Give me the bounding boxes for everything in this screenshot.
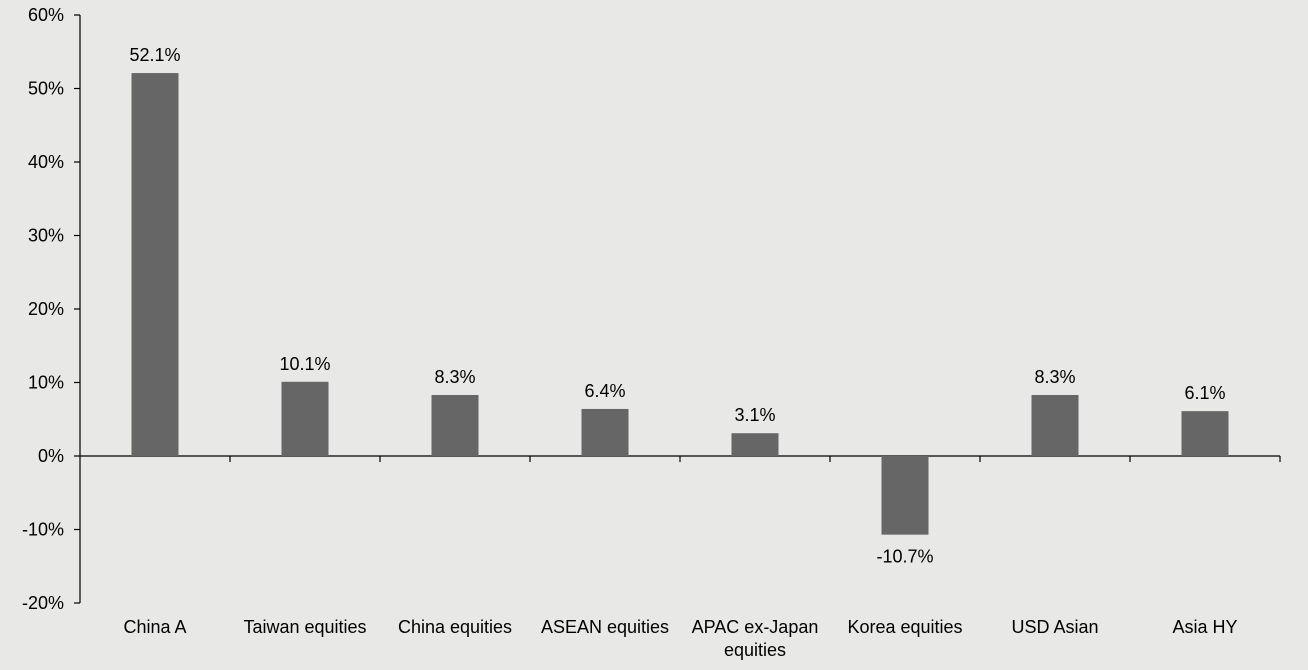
bar [131,73,179,456]
y-tick-label: 60% [28,5,64,25]
y-tick-label: 30% [28,226,64,246]
data-label: 6.1% [1184,383,1225,403]
x-category-label: APAC ex-Japan equities [692,617,819,660]
y-tick-label: 50% [28,79,64,99]
data-label: 8.3% [1034,367,1075,387]
bar [581,408,629,456]
x-axis: China A Taiwan equities China equities ASEA… [80,455,1281,660]
y-tick-label: 20% [28,299,64,319]
bar [431,394,479,456]
y-tick-label: 40% [28,152,64,172]
data-label: 6.4% [584,381,625,401]
bar [731,433,779,456]
x-category-label: China A [123,617,186,637]
y-axis: -20% -10% 0% 10% 20% 30% 40% 50% 60% [22,5,81,613]
data-label: 8.3% [434,367,475,387]
x-category-label: Asia HY [1172,617,1237,637]
data-label: 52.1% [129,45,180,65]
y-tick-label: 0% [38,446,64,466]
bars [131,73,1229,535]
x-category-label: China equities [398,617,512,637]
x-category-label: Korea equities [847,617,962,637]
data-label: 3.1% [734,405,775,425]
data-label: 10.1% [279,354,330,374]
y-tick-label: 10% [28,373,64,393]
data-label: -10.7% [876,547,933,567]
y-tick-label: -20% [22,593,64,613]
bar [1181,411,1229,456]
x-category-label: Taiwan equities [243,617,366,637]
data-labels: 52.1% 10.1% 8.3% 6.4% 3.1% -10.7% 8.3% 6.1% [129,45,1225,567]
x-category-label: ASEAN equities [541,617,669,637]
bar [1031,394,1079,456]
bar [881,456,929,535]
x-category-label: USD Asian [1011,617,1098,637]
bar [281,381,329,456]
y-tick-label: -10% [22,520,64,540]
